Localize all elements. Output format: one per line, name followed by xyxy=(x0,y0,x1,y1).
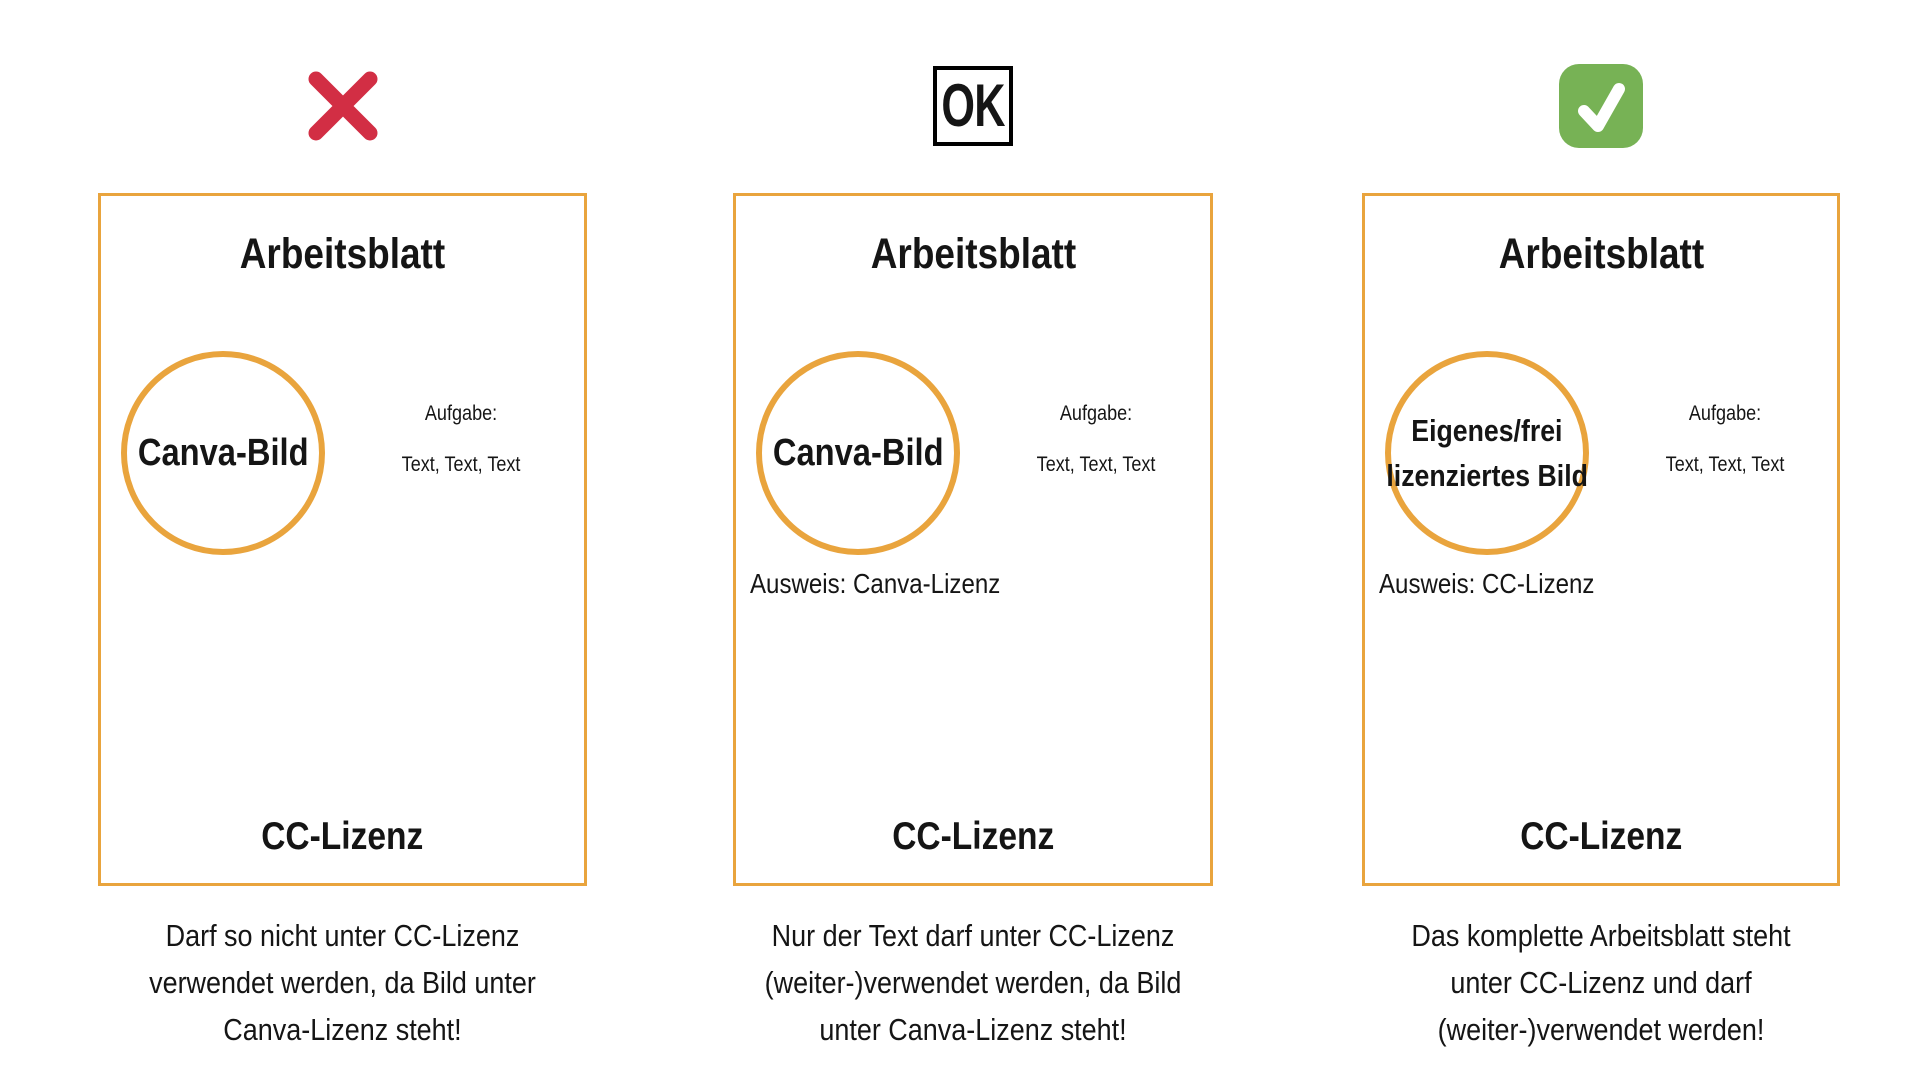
cross-mark-icon xyxy=(308,71,377,141)
ok-badge-label: OK xyxy=(941,72,1005,139)
task-label: Aufgabe: xyxy=(1688,402,1762,425)
cc-license-text: CC-Lizenz xyxy=(891,815,1055,858)
caption-line: Das komplette Arbeitsblatt steht xyxy=(1411,918,1791,953)
cc-license-text: CC-Lizenz xyxy=(1519,815,1683,858)
column-not-allowed: Arbeitsblatt Canva-Bild Aufgabe: Text, T… xyxy=(98,0,587,1080)
status-badge: OK xyxy=(733,60,1213,152)
worksheet-card: Arbeitsblatt Canva-Bild Aufgabe: Text, T… xyxy=(733,193,1213,886)
caption-line: Darf so nicht unter CC-Lizenz xyxy=(165,918,520,953)
caption-line: unter Canva-Lizenz steht! xyxy=(819,1012,1127,1047)
task-block: Aufgabe: Text, Text, Text xyxy=(1645,401,1805,477)
image-placeholder-label: Canva-Bild xyxy=(772,432,944,474)
task-label: Aufgabe: xyxy=(1059,402,1133,425)
task-text: Text, Text, Text xyxy=(401,453,521,476)
column-partially-allowed: OK Arbeitsblatt Canva-Bild Aufgabe: Text… xyxy=(733,0,1213,1080)
worksheet-title-text: Arbeitsblatt xyxy=(239,230,446,278)
caption-line: Nur der Text darf unter CC-Lizenz xyxy=(771,918,1175,953)
image-placeholder-circle: Canva-Bild xyxy=(756,351,960,555)
explanation-caption: Nur der Text darf unter CC-Lizenz (weite… xyxy=(733,912,1213,1053)
image-placeholder-circle: Canva-Bild xyxy=(121,351,325,555)
cc-license-label: CC-Lizenz xyxy=(736,815,1210,859)
task-block: Aufgabe: Text, Text, Text xyxy=(1016,401,1176,477)
explanation-caption: Das komplette Arbeitsblatt steht unter C… xyxy=(1362,912,1840,1053)
worksheet-title: Arbeitsblatt xyxy=(1365,230,1837,279)
image-placeholder-circle: Eigenes/frei lizenziertes Bild xyxy=(1385,351,1589,555)
check-mark-icon xyxy=(1559,64,1643,148)
caption-line: (weiter-)verwendet werden, da Bild xyxy=(764,965,1182,1000)
cc-license-label: CC-Lizenz xyxy=(101,815,584,859)
image-placeholder-label: lizenziertes Bild xyxy=(1386,458,1588,493)
cc-license-label: CC-Lizenz xyxy=(1365,815,1837,859)
worksheet-title-text: Arbeitsblatt xyxy=(870,230,1076,278)
worksheet-title: Arbeitsblatt xyxy=(736,230,1210,279)
worksheet-title-text: Arbeitsblatt xyxy=(1498,230,1704,278)
task-label: Aufgabe: xyxy=(424,402,498,425)
task-text: Text, Text, Text xyxy=(1665,453,1785,476)
worksheet-title: Arbeitsblatt xyxy=(101,230,584,279)
explanation-caption: Darf so nicht unter CC-Lizenz verwendet … xyxy=(98,912,587,1053)
license-note: Ausweis: Canva-Lizenz xyxy=(750,568,1001,599)
caption-line: verwendet werden, da Bild unter xyxy=(149,965,536,1000)
task-text: Text, Text, Text xyxy=(1036,453,1156,476)
worksheet-card: Arbeitsblatt Canva-Bild Aufgabe: Text, T… xyxy=(98,193,587,886)
status-badge xyxy=(98,60,587,152)
image-placeholder-label: Eigenes/frei xyxy=(1411,413,1563,448)
caption-line: (weiter-)verwendet werden! xyxy=(1437,1012,1765,1047)
column-allowed: Arbeitsblatt Eigenes/frei lizenziertes B… xyxy=(1362,0,1840,1080)
image-placeholder-label: Canva-Bild xyxy=(137,432,309,474)
caption-line: unter CC-Lizenz und darf xyxy=(1450,965,1752,1000)
cc-license-text: CC-Lizenz xyxy=(261,815,424,858)
license-note: Ausweis: CC-Lizenz xyxy=(1379,568,1595,599)
ok-badge: OK xyxy=(933,66,1013,146)
caption-line: Canva-Lizenz steht! xyxy=(223,1012,462,1047)
task-block: Aufgabe: Text, Text, Text xyxy=(381,401,541,477)
worksheet-card: Arbeitsblatt Eigenes/frei lizenziertes B… xyxy=(1362,193,1840,886)
status-badge xyxy=(1362,60,1840,152)
